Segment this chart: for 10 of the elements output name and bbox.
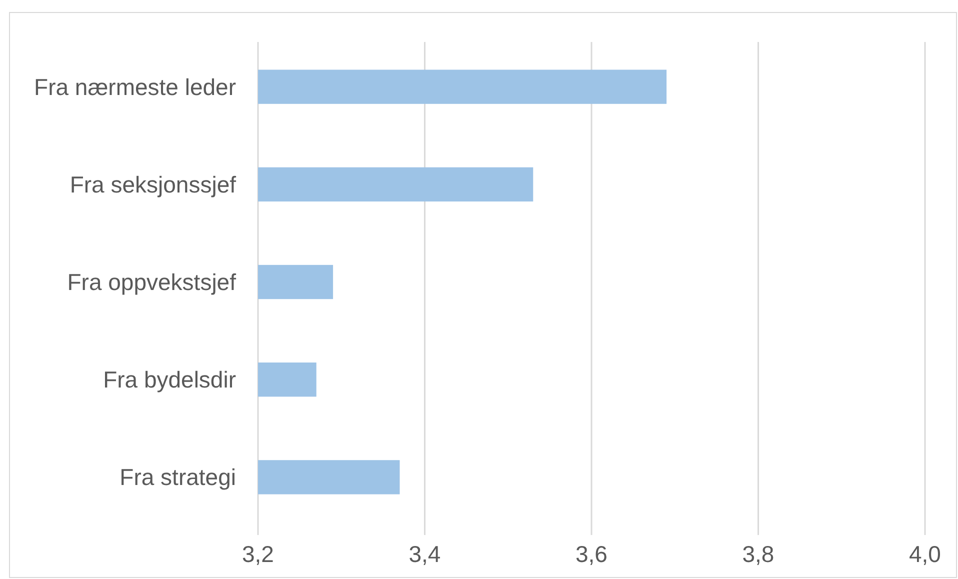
x-tick-label: 4,0	[909, 541, 941, 567]
x-tick-label: 3,8	[742, 541, 774, 567]
y-tick-label: Fra bydelsdir	[103, 366, 236, 393]
x-tick-label: 3,4	[408, 541, 441, 567]
y-tick-label: Fra seksjonssjef	[70, 171, 237, 198]
y-tick-label: Fra nærmeste leder	[34, 74, 236, 100]
x-tick-label: 3,2	[242, 541, 274, 567]
y-tick-label: Fra oppvekstsjef	[67, 269, 237, 295]
y-tick-label: Fra strategi	[120, 464, 236, 490]
x-tick-label: 3,6	[576, 541, 608, 567]
